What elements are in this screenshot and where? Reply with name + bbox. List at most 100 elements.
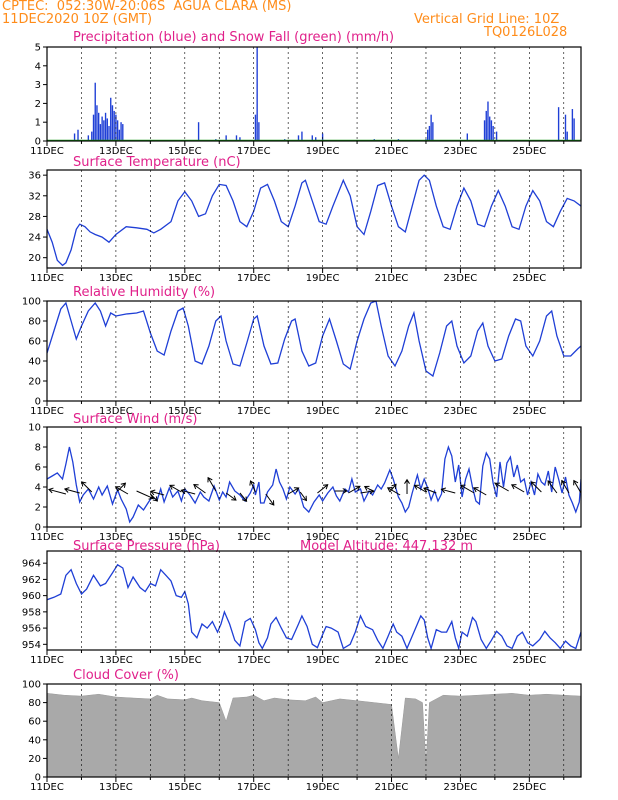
y-tick-label: 2	[35, 99, 41, 110]
wind-vector-shaft	[547, 480, 558, 494]
x-tick-label: 25DEC	[512, 532, 546, 543]
precip-bar	[315, 137, 317, 141]
wind-vector	[48, 487, 67, 495]
x-tick-label: 23DEC	[444, 532, 478, 543]
wind-vector-head	[547, 480, 553, 486]
wind-vector-head	[241, 496, 248, 502]
x-tick-label: 19DEC	[306, 273, 340, 284]
y-tick-label: 28	[28, 212, 41, 223]
wind-vector	[193, 484, 206, 494]
precip-bar	[239, 137, 241, 141]
panel-cloud: Cloud Cover (%) 0 20 40 60 80 100 11DEC 13DEC 15D…	[22, 668, 582, 793]
wind-vector-head	[363, 485, 370, 491]
precip-bar	[430, 114, 432, 141]
wind-vector-shaft	[239, 492, 247, 502]
x-tick-label: 17DEC	[237, 273, 271, 284]
panel-precip: Precipitation (blue) and Snow Fall (gree…	[30, 30, 582, 157]
panel-data	[47, 174, 581, 267]
wind-vector-head	[473, 487, 479, 493]
precip-bar	[118, 129, 121, 141]
precip-bar	[101, 116, 103, 141]
panel-title: Relative Humidity (%)	[73, 285, 215, 300]
wind-vector-head	[120, 482, 127, 488]
wind-vector-shaft	[287, 487, 299, 495]
x-tick-label: 23DEC	[444, 655, 478, 666]
precip-bar	[122, 124, 124, 141]
panel-frame	[46, 300, 582, 402]
wind-vector-shaft	[561, 480, 570, 494]
precip-bar	[428, 125, 431, 141]
precip-bar	[106, 118, 108, 141]
x-tick-label: 13DEC	[99, 406, 133, 417]
header-line1-right: Vertical Grid Line: 10Z	[414, 12, 560, 27]
wind-vector	[114, 486, 129, 495]
wind-vector-shaft	[150, 490, 165, 496]
panel-data	[47, 563, 581, 650]
x-tick-label: 25DEC	[512, 273, 546, 284]
wind-vector-shaft	[48, 488, 67, 495]
panel-frame	[46, 426, 582, 528]
wind-vector-head	[231, 495, 237, 501]
y-tick-label: 962	[22, 575, 41, 586]
precip-bar	[111, 105, 114, 141]
x-tick-label: 17DEC	[237, 782, 271, 793]
precip-bar	[73, 133, 76, 141]
wind-vector	[149, 489, 165, 496]
wind-vector-head	[81, 481, 87, 487]
y-tick-label: 100	[22, 680, 41, 691]
x-tick-label: 25DEC	[512, 406, 546, 417]
panel-frame	[46, 683, 582, 778]
header-line2-right: TQ0126L028	[484, 25, 568, 40]
y-tick-label: 20	[28, 253, 41, 264]
precip-bar	[301, 131, 303, 141]
precip-bar	[466, 133, 468, 141]
x-tick-label: 11DEC	[30, 406, 64, 417]
precip-bar	[564, 114, 567, 141]
wind-vector-shaft	[511, 484, 525, 493]
x-tick-label: 19DEC	[306, 406, 340, 417]
y-tick-label: 4	[35, 483, 41, 494]
wind-vector	[239, 492, 248, 502]
x-tick-label: 19DEC	[306, 655, 340, 666]
wind-vector-shaft	[389, 483, 397, 493]
x-tick-label: 21DEC	[375, 146, 409, 157]
wind-vector-shaft	[299, 491, 307, 501]
wind-vector-head	[530, 481, 536, 487]
precip-bar	[225, 135, 227, 141]
wind-vector	[573, 479, 581, 494]
wind-vector	[530, 481, 542, 493]
precip-bar	[197, 122, 200, 141]
wind-vector-shaft	[495, 482, 509, 492]
pressure-line	[47, 563, 581, 650]
wind-vector-head	[149, 489, 156, 496]
precip-bar	[566, 131, 568, 141]
precip-bar	[110, 97, 112, 141]
wind-vector-shaft	[441, 488, 456, 494]
y-tick-label: 958	[22, 607, 41, 618]
precip-bar	[489, 116, 491, 141]
panel-title: Cloud Cover (%)	[73, 668, 179, 683]
wind-vector	[169, 484, 182, 493]
precip-bar	[99, 124, 102, 141]
wind-vector-shaft	[250, 480, 256, 493]
panel-title: Precipitation (blue) and Snow Fall (gree…	[73, 30, 394, 45]
x-tick-label: 21DEC	[375, 273, 409, 284]
precip-bar	[94, 82, 96, 141]
wind-vector	[423, 486, 437, 494]
wind-vector-head	[180, 488, 186, 495]
header-line1-left: CPTEC: 052:30W-20:06S AGUA CLARA (MS)	[2, 0, 292, 14]
wind-vector	[63, 487, 80, 494]
panel-data	[47, 693, 581, 777]
precip-bar	[235, 135, 238, 141]
precip-bar	[485, 110, 487, 141]
wind-vector-head	[152, 496, 159, 502]
wind-vector-head	[440, 487, 447, 494]
y-tick-label: 956	[22, 624, 41, 635]
wind-vector	[207, 476, 217, 492]
wind-vector	[117, 482, 127, 492]
y-tick-label: 0	[35, 137, 41, 148]
x-tick-label: 13DEC	[99, 146, 133, 157]
wind-vector-shaft	[348, 485, 361, 494]
wind-line	[47, 444, 581, 524]
